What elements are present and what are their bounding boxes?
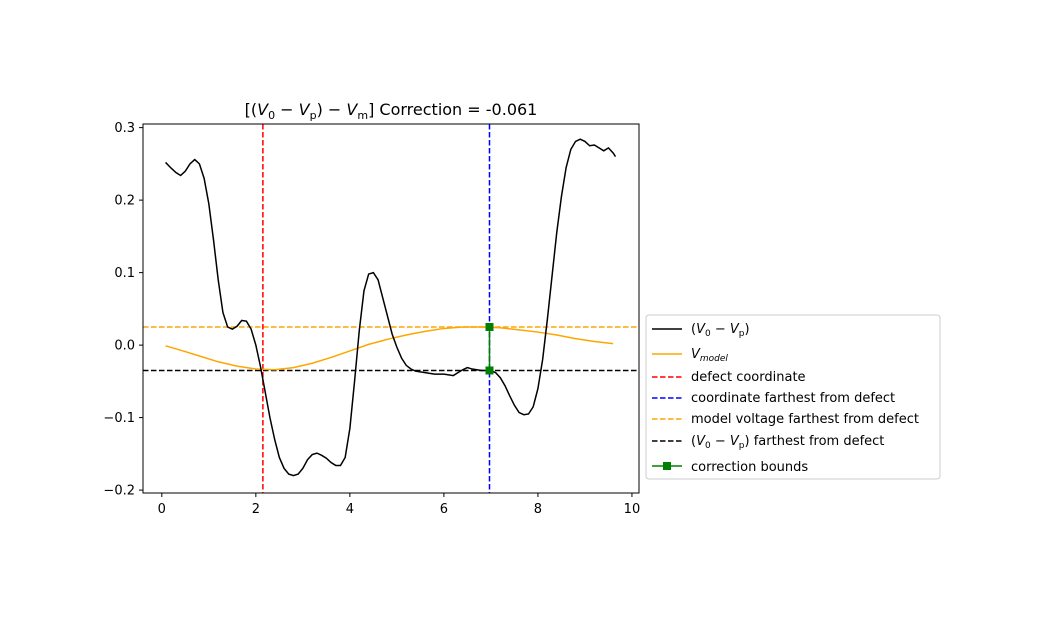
y-tick-label: 0.3 [114, 121, 135, 136]
chart-title: [(V0 − Vp) − Vm] Correction = -0.061 [245, 100, 538, 122]
legend-entry-coordinate-farthest: coordinate farthest from defect [652, 391, 895, 406]
legend-box [645, 314, 941, 480]
svg-text:correction bounds: correction bounds [691, 460, 808, 475]
svg-text:defect coordinate: defect coordinate [691, 370, 806, 385]
x-tick-label: 6 [440, 502, 448, 517]
legend-entry-v0-vp: (V0 − Vp) [652, 322, 750, 339]
y-tick-label: 0.2 [114, 194, 135, 209]
svg-text:(V0 − Vp) farthest from defect: (V0 − Vp) farthest from defect [691, 434, 884, 451]
x-tick-label: 2 [252, 502, 260, 517]
y-tick-label: −0.1 [103, 411, 135, 426]
y-tick-label: 0.0 [114, 339, 135, 354]
x-tick-label: 10 [624, 502, 641, 517]
legend-entry-v-model: Vmodel [652, 347, 728, 364]
correction-bounds-marker [485, 366, 494, 375]
y-tick-label: 0.1 [114, 266, 135, 281]
legend-entry-defect-coordinate: defect coordinate [652, 370, 806, 385]
legend-entry-model-voltage-farthest: model voltage farthest from defect [652, 412, 919, 427]
x-axis: 0 2 4 6 8 10 [158, 493, 641, 517]
correction-bounds-marker [485, 322, 494, 331]
svg-text:model voltage farthest from de: model voltage farthest from defect [691, 412, 919, 427]
v-model-series [165, 326, 614, 371]
legend-entry-correction-bounds: correction bounds [652, 460, 808, 475]
legend-entry-v0-vp-farthest: (V0 − Vp) farthest from defect [652, 434, 884, 451]
plot-area [143, 124, 639, 493]
svg-text:(V0 − Vp): (V0 − Vp) [691, 322, 750, 339]
v0-vp-series [165, 138, 617, 477]
svg-text:coordinate farthest from defec: coordinate farthest from defect [691, 391, 895, 406]
axes-frame [142, 123, 640, 494]
y-axis: −0.2 −0.1 0.0 0.1 0.2 0.3 [103, 121, 143, 499]
x-tick-label: 4 [346, 502, 354, 517]
legend: (V0 − Vp) Vmodel defect coordinate coord… [645, 314, 941, 480]
y-tick-label: −0.2 [103, 484, 135, 499]
x-tick-label: 0 [158, 502, 166, 517]
x-tick-label: 8 [534, 502, 542, 517]
svg-text:Vmodel: Vmodel [691, 347, 728, 364]
